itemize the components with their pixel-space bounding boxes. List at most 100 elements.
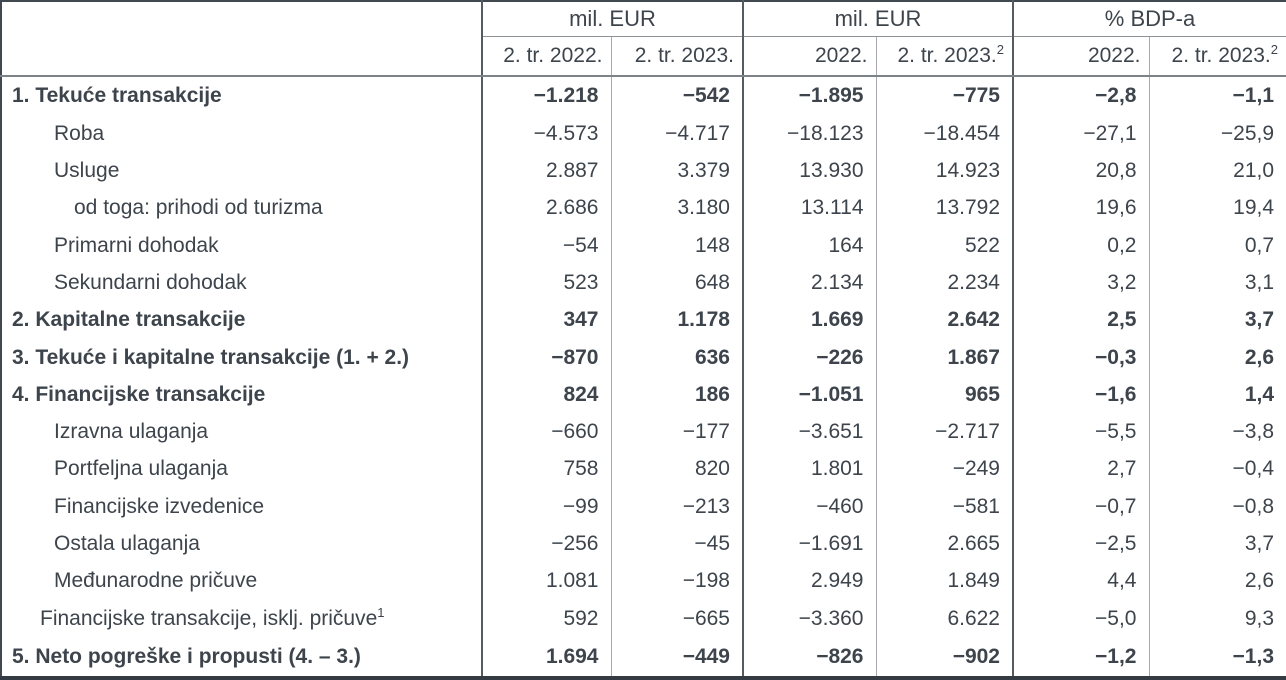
value-cell: −1,1 xyxy=(1148,76,1286,115)
value-cell: 3.379 xyxy=(610,152,743,190)
value-cell: 19,4 xyxy=(1148,189,1286,227)
value-cell: 2,6 xyxy=(1148,338,1286,377)
table-row: 4. Financijske transakcije 824 186 −1.051 96… xyxy=(1,376,1286,414)
value-cell: −581 xyxy=(875,488,1013,526)
column-header-label: 2. tr. 2023. xyxy=(634,43,734,67)
value-cell: −99 xyxy=(481,488,611,526)
value-cell: 2.134 xyxy=(742,264,876,302)
value-cell: 965 xyxy=(875,376,1013,414)
value-cell: 1.694 xyxy=(481,637,611,678)
value-cell: 1.849 xyxy=(875,562,1013,601)
value-cell: −1.051 xyxy=(742,376,876,414)
value-cell: 3,2 xyxy=(1012,264,1149,302)
row-label: 1. Tekuće transakcije xyxy=(12,83,222,107)
column-header-label: 2. tr. 2023. xyxy=(1171,43,1271,67)
value-cell: −3.651 xyxy=(742,413,876,451)
table-row: 2. Kapitalne transakcije 347 1.178 1.669 2.6… xyxy=(1,301,1286,339)
value-cell: −826 xyxy=(742,637,876,678)
value-cell: 2.949 xyxy=(742,562,876,601)
row-label: Financijske izvedenice xyxy=(54,494,265,518)
value-cell: 13.792 xyxy=(875,189,1013,227)
value-cell: 6.622 xyxy=(875,600,1013,638)
value-cell: 3,1 xyxy=(1148,264,1286,302)
value-cell: −660 xyxy=(481,413,611,451)
value-cell: 824 xyxy=(481,376,611,414)
value-cell: 13.930 xyxy=(742,152,876,190)
value-cell: 13.114 xyxy=(742,189,876,227)
value-cell: 636 xyxy=(610,338,743,377)
row-label: Sekundarni dohodak xyxy=(54,270,247,294)
column-header-label: 2. tr. 2022. xyxy=(503,43,603,67)
value-cell: −1,3 xyxy=(1148,637,1286,678)
value-cell: −1,2 xyxy=(1012,637,1149,678)
value-cell: −226 xyxy=(742,338,876,377)
table-row: Ostala ulaganja −256 −45 −1.691 2.665 −2,5 3,7 xyxy=(1,525,1286,563)
row-label: 3. Tekuće i kapitalne transakcije (1. + … xyxy=(12,345,410,369)
footnote-marker: 2 xyxy=(1270,41,1279,57)
value-cell: 648 xyxy=(610,264,743,302)
value-cell: 148 xyxy=(610,226,743,265)
value-cell: −18.123 xyxy=(742,114,876,153)
column-header: 2. tr. 2023. xyxy=(610,36,743,77)
table-row: Sekundarni dohodak 523 648 2.134 2.234 3,2 3,1 xyxy=(1,264,1286,302)
table-row: Izravna ulaganja −660 −177 −3.651 −2.717 −5,5… xyxy=(1,413,1286,451)
value-cell: −1,6 xyxy=(1012,376,1149,414)
value-cell: −54 xyxy=(481,226,611,265)
value-cell: −902 xyxy=(875,637,1013,678)
value-cell: −256 xyxy=(481,525,611,563)
value-cell: 1.178 xyxy=(610,301,743,339)
value-cell: 758 xyxy=(481,450,611,489)
value-cell: 522 xyxy=(875,226,1013,265)
value-cell: −5,5 xyxy=(1012,413,1149,451)
column-header-label: 2. tr. 2023. xyxy=(897,43,997,67)
row-label: 4. Financijske transakcije xyxy=(12,382,266,406)
row-label: Portfeljna ulaganja xyxy=(54,457,228,481)
value-cell: 20,8 xyxy=(1012,152,1149,190)
row-label: 2. Kapitalne transakcije xyxy=(12,308,246,332)
row-label: Međunarodne pričuve xyxy=(54,569,258,593)
row-label: Izravna ulaganja xyxy=(54,420,209,444)
value-cell: 0,7 xyxy=(1148,226,1286,265)
row-label: od toga: prihodi od turizma xyxy=(74,196,323,220)
table-row: Usluge 2.887 3.379 13.930 14.923 20,8 21,0 xyxy=(1,152,1286,190)
table-header: mil. EUR mil. EUR % BDP-a 2. tr. 2022. 2… xyxy=(1,1,1286,77)
value-cell: −45 xyxy=(610,525,743,563)
value-cell: 592 xyxy=(481,600,611,638)
footnote-marker: 2 xyxy=(996,41,1004,57)
value-cell: −2.717 xyxy=(875,413,1013,451)
value-cell: 2.887 xyxy=(481,152,611,190)
table-row: Portfeljna ulaganja 758 820 1.801 −249 2,7 −0,… xyxy=(1,450,1286,489)
value-cell: −2,5 xyxy=(1012,525,1149,563)
value-cell: 1.669 xyxy=(742,301,876,339)
table-body: 1. Tekuće transakcije −1.218 −542 −1.895 −77… xyxy=(1,76,1286,678)
value-cell: −1.691 xyxy=(742,525,876,563)
value-cell: −198 xyxy=(610,562,743,601)
value-cell: −27,1 xyxy=(1012,114,1149,153)
value-cell: 1.867 xyxy=(875,338,1013,377)
table-row: Međunarodne pričuve 1.081 −198 2.949 1.849 4,… xyxy=(1,562,1286,601)
value-cell: 2.686 xyxy=(481,189,611,227)
table-row: Primarni dohodak −54 148 164 522 0,2 0,7 xyxy=(1,226,1286,265)
value-cell: 2.234 xyxy=(875,264,1013,302)
row-label: 5. Neto pogreške i propusti (4. – 3.) xyxy=(12,644,361,668)
value-cell: 2.665 xyxy=(875,525,1013,563)
value-cell: 1.801 xyxy=(742,450,876,489)
table-row: od toga: prihodi od turizma 2.686 3.180 13.… xyxy=(1,189,1286,227)
value-cell: −870 xyxy=(481,338,611,377)
value-cell: −0,8 xyxy=(1148,488,1286,526)
value-cell: −460 xyxy=(742,488,876,526)
value-cell: 2,5 xyxy=(1012,301,1149,339)
column-header-label: 2022. xyxy=(814,43,868,67)
value-cell: 19,6 xyxy=(1012,189,1149,227)
column-group-pct-bdp: % BDP-a xyxy=(1011,1,1286,37)
value-cell: −2,8 xyxy=(1012,76,1149,115)
value-cell: 0,2 xyxy=(1012,226,1149,265)
value-cell: 2,7 xyxy=(1012,450,1149,489)
column-header: 2022. xyxy=(742,36,876,77)
value-cell: −665 xyxy=(610,600,743,638)
column-header: 2. tr. 2023.2 xyxy=(1148,36,1286,77)
value-cell: −1.895 xyxy=(742,76,876,115)
value-cell: −0,3 xyxy=(1012,338,1149,377)
column-header: 2. tr. 2023.2 xyxy=(875,36,1013,77)
